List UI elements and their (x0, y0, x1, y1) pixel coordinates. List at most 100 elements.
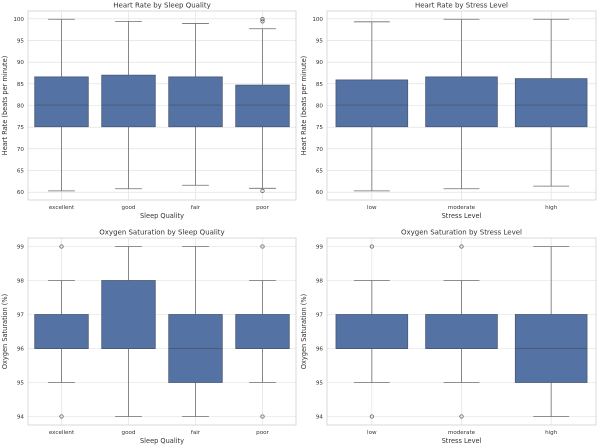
outlier-point (369, 244, 374, 249)
iqr-box (235, 314, 290, 349)
y-axis-label: Heart Rate (beats per minute) (300, 56, 308, 156)
x-tick-label: moderate (448, 430, 476, 436)
iqr-box (425, 76, 498, 128)
x-axis-label: Sleep Quality (140, 212, 184, 220)
y-tick-label: 100 (312, 17, 323, 23)
y-axis-label: Oxygen Saturation (%) (300, 294, 308, 369)
plot-frame (27, 10, 297, 201)
y-tick-label: 85 (17, 82, 25, 88)
y-tick-label: 65 (316, 169, 324, 175)
y-tick-label: 75 (17, 125, 25, 131)
x-tick-label: excellent (49, 430, 75, 436)
outlier-point (260, 17, 265, 22)
y-tick-label: 60 (17, 190, 25, 196)
y-tick-label: 75 (316, 125, 324, 131)
iqr-box (168, 76, 223, 128)
chart-title: Heart Rate by Stress Level (415, 2, 508, 10)
y-tick-label: 98 (316, 279, 324, 285)
chart-title: Oxygen Saturation by Stress Level (401, 229, 522, 237)
iqr-box (425, 314, 498, 349)
y-tick-label: 65 (17, 169, 25, 175)
outlier-point (59, 414, 64, 419)
x-axis-label: Stress Level (442, 212, 482, 220)
box-good (101, 246, 156, 417)
iqr-box (101, 280, 156, 349)
box-high (514, 18, 588, 187)
box-poor (235, 17, 290, 193)
y-tick-label: 90 (17, 60, 25, 66)
chart-panel-1: 60 65 70 75 80 85 90 95 100 excellent good fair poor… (1, 2, 297, 220)
outlier-point (260, 244, 265, 249)
box-moderate (425, 244, 498, 419)
x-tick-label: excellent (49, 205, 75, 211)
chart-panel-2: 60 65 70 75 80 85 90 95 100 low moderate high Heart … (300, 2, 597, 220)
iqr-box (514, 78, 588, 128)
y-tick-label: 95 (17, 38, 25, 44)
x-tick-label: high (545, 430, 558, 436)
outlier-point (369, 414, 374, 419)
outlier-point (59, 244, 64, 249)
y-tick-label: 99 (316, 245, 324, 251)
x-tick-label: fair (191, 205, 201, 211)
box-poor (235, 244, 290, 419)
outlier-point (459, 244, 464, 249)
chart-panel-3: 94 95 96 97 98 99 excellent good fair poor Oxygen … (1, 229, 297, 445)
plot-frame (27, 237, 297, 426)
y-tick-label: 90 (316, 60, 324, 66)
outlier-point (260, 188, 265, 193)
y-tick-label: 85 (316, 82, 324, 88)
y-tick-label: 100 (13, 17, 24, 23)
box-low (335, 244, 409, 419)
outlier-point (260, 19, 265, 24)
iqr-box (34, 314, 89, 349)
y-tick-label: 99 (17, 245, 25, 251)
plot-frame (326, 10, 597, 201)
chart-title: Heart Rate by Sleep Quality (113, 2, 210, 10)
box-fair (168, 246, 223, 417)
y-tick-label: 70 (17, 147, 25, 153)
x-tick-label: low (367, 205, 377, 211)
x-tick-label: high (545, 205, 558, 211)
x-tick-label: good (122, 205, 136, 211)
iqr-box (34, 76, 89, 128)
iqr-box (335, 79, 409, 128)
iqr-box (101, 74, 156, 128)
iqr-box (235, 84, 290, 128)
y-tick-label: 97 (316, 313, 324, 319)
y-tick-label: 96 (17, 347, 25, 353)
y-tick-label: 94 (316, 415, 324, 421)
x-tick-label: poor (256, 205, 269, 211)
y-tick-label: 80 (316, 104, 324, 110)
outlier-point (260, 414, 265, 419)
box-excellent (34, 18, 89, 192)
y-tick-label: 94 (17, 415, 25, 421)
box-excellent (34, 244, 89, 419)
x-tick-label: good (122, 430, 136, 436)
y-tick-label: 95 (17, 381, 25, 387)
x-tick-label: fair (191, 430, 201, 436)
x-axis-label: Stress Level (442, 437, 482, 445)
x-tick-label: low (367, 430, 377, 436)
y-tick-label: 95 (316, 381, 324, 387)
chart-panel-4: 94 95 96 97 98 99 low moderate high Oxygen Satura… (300, 229, 597, 445)
y-tick-label: 95 (316, 38, 324, 44)
y-tick-label: 97 (17, 313, 25, 319)
box-good (101, 21, 156, 190)
chart-title: Oxygen Saturation by Sleep Quality (99, 229, 224, 237)
outlier-point (459, 414, 464, 419)
y-tick-label: 96 (316, 347, 324, 353)
box-fair (168, 23, 223, 186)
x-tick-label: moderate (448, 205, 476, 211)
y-axis-label: Heart Rate (beats per minute) (1, 56, 9, 156)
box-moderate (425, 18, 498, 190)
x-axis-label: Sleep Quality (140, 437, 184, 445)
iqr-box (335, 314, 409, 349)
y-tick-label: 98 (17, 279, 25, 285)
y-tick-label: 60 (316, 190, 324, 196)
plot-frame (326, 237, 597, 426)
y-tick-label: 70 (316, 147, 324, 153)
y-tick-label: 80 (17, 104, 25, 110)
box-low (335, 21, 409, 192)
box-high (514, 246, 588, 417)
